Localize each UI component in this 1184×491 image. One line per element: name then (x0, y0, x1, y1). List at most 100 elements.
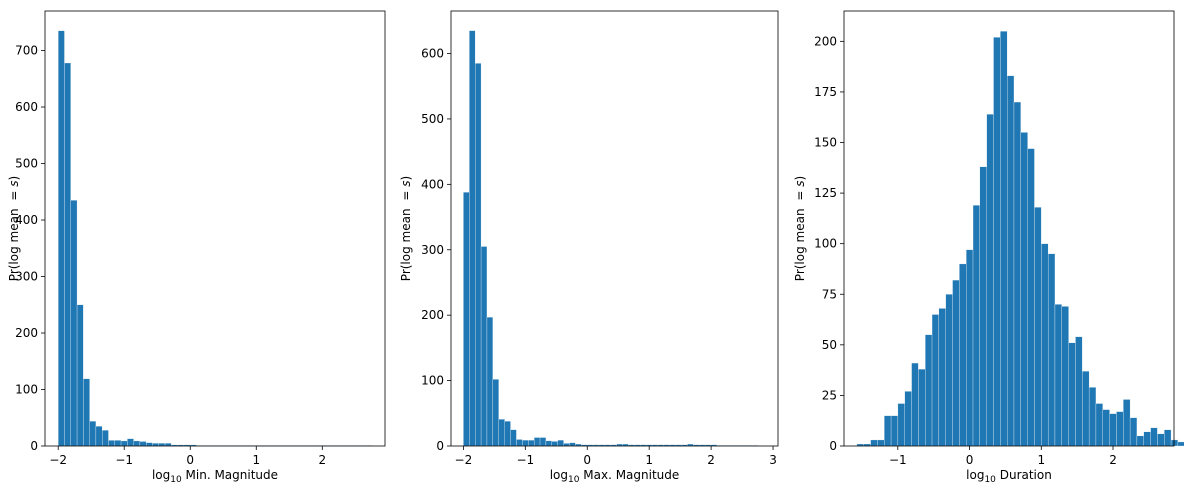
histogram-bar (1116, 411, 1124, 447)
histogram-bar (164, 443, 172, 447)
x-axis-label-base: log (152, 468, 170, 482)
histogram-bar (139, 441, 147, 447)
histogram-bar (522, 439, 529, 447)
axes-frame (44, 10, 386, 447)
histogram-bar (1157, 433, 1165, 447)
histogram-bar (533, 437, 541, 447)
axes-frame (450, 10, 779, 447)
x-tick-label: −1 (516, 453, 534, 467)
histogram-bar (557, 439, 564, 447)
histogram-bar (1170, 439, 1179, 447)
histogram-bar (945, 294, 953, 447)
histogram-bar (931, 314, 940, 447)
histogram-bar (904, 391, 912, 447)
histogram-bar (1150, 427, 1158, 447)
histogram-bar (1143, 431, 1151, 447)
x-axis-label: log10 Max. Magnitude (550, 468, 680, 485)
histogram-bar (475, 63, 482, 447)
x-tick-label: 2 (707, 453, 715, 467)
histogram-bar (70, 200, 78, 447)
y-tick-label: 0 (829, 439, 837, 453)
y-tick-label: 400 (421, 177, 444, 191)
histogram-bar (925, 334, 933, 447)
histogram-bar (158, 443, 166, 447)
histogram-bar (152, 443, 159, 447)
histogram-bar (1061, 306, 1069, 447)
histogram-bar (510, 429, 517, 447)
y-axis-label-close: ) (793, 176, 807, 181)
histogram-bar (1082, 370, 1090, 447)
histogram-bar (966, 249, 974, 447)
bars (463, 30, 759, 447)
histogram-bar (1047, 253, 1056, 447)
histogram-bar (516, 439, 523, 447)
x-axis-label-subscript: 10 (170, 475, 182, 485)
histogram-bar (1034, 207, 1042, 447)
y-tick-label: 75 (822, 287, 837, 301)
x-tick-label: 3 (769, 453, 777, 467)
min-magnitude-histogram: −2 −1 0 1 2 0 100 200 300 400 500 600 700 log10 Min. … (7, 10, 386, 485)
histogram-bar (1123, 399, 1131, 447)
y-tick-label: 200 (15, 326, 38, 340)
x-tick-label: 1 (252, 453, 260, 467)
histogram-bar (870, 439, 878, 447)
y-tick-label: 100 (15, 383, 38, 397)
y-axis-label-math: = s (7, 180, 21, 200)
x-tick-label: 0 (186, 453, 194, 467)
histogram-bar (993, 37, 1001, 447)
y-tick-label: 300 (421, 243, 444, 257)
histogram-bar (95, 426, 103, 447)
x-tick-label: 1 (1037, 453, 1045, 467)
histogram-bar (1054, 304, 1062, 447)
histogram-bar (58, 30, 65, 447)
x-tick-label: 2 (318, 453, 326, 467)
histogram-bar (492, 379, 499, 447)
histogram-bar (972, 205, 981, 447)
duration-histogram: −1 0 1 2 0 25 50 75 100 125 150 175 200 log10 Duratio… (793, 10, 1184, 485)
y-tick-label: 600 (15, 100, 38, 114)
bars (58, 30, 373, 447)
histogram-bar (884, 415, 892, 447)
y-tick-label: 0 (30, 439, 38, 453)
x-axis-label-subscript: 10 (984, 475, 996, 485)
x-axis-label-base: log (966, 468, 984, 482)
histogram-bar (469, 30, 476, 447)
histogram-bar (1109, 413, 1117, 447)
histogram-bar (463, 192, 470, 447)
y-tick-label: 500 (15, 157, 38, 171)
histogram-bar (911, 362, 919, 447)
histogram-bar (1177, 441, 1184, 447)
x-tick-label: 2 (1109, 453, 1117, 467)
histogram-bar (986, 114, 994, 447)
histogram-bar (959, 263, 967, 447)
x-axis-label-rest: Max. Magnitude (579, 468, 679, 482)
histogram-bar (1075, 336, 1083, 447)
histogram-bar (1102, 409, 1110, 447)
y-tick-label: 700 (15, 44, 38, 58)
histogram-bar (897, 403, 905, 447)
y-tick-label: 150 (814, 136, 837, 150)
x-tick-label: −2 (455, 453, 473, 467)
bars (856, 31, 1184, 447)
y-tick-label: 50 (822, 338, 837, 352)
y-axis-label-text: Pr(log mean (793, 205, 807, 282)
histogram-bar (1007, 75, 1015, 447)
histogram-bar (918, 368, 926, 447)
histogram-bar (89, 420, 97, 447)
y-tick-label: 400 (15, 213, 38, 227)
max-magnitude-histogram: −2 −1 0 1 2 3 0 100 200 300 400 500 600 log10 Max. Ma… (399, 10, 779, 485)
histogram-bar (1088, 387, 1097, 447)
y-tick-label: 25 (822, 388, 837, 402)
y-tick-label: 200 (421, 308, 444, 322)
histogram-bar (545, 440, 552, 447)
y-tick-label: 600 (421, 47, 444, 61)
histogram-bar (120, 440, 128, 447)
y-axis-label-close: ) (7, 176, 21, 181)
x-axis-label-base: log (550, 468, 568, 482)
y-tick-label: 500 (421, 112, 444, 126)
histogram-bar (1020, 132, 1028, 447)
histogram-bar (952, 279, 960, 447)
histogram-bar (108, 440, 115, 447)
y-tick-label: 300 (15, 270, 38, 284)
x-tick-label: 1 (645, 453, 653, 467)
